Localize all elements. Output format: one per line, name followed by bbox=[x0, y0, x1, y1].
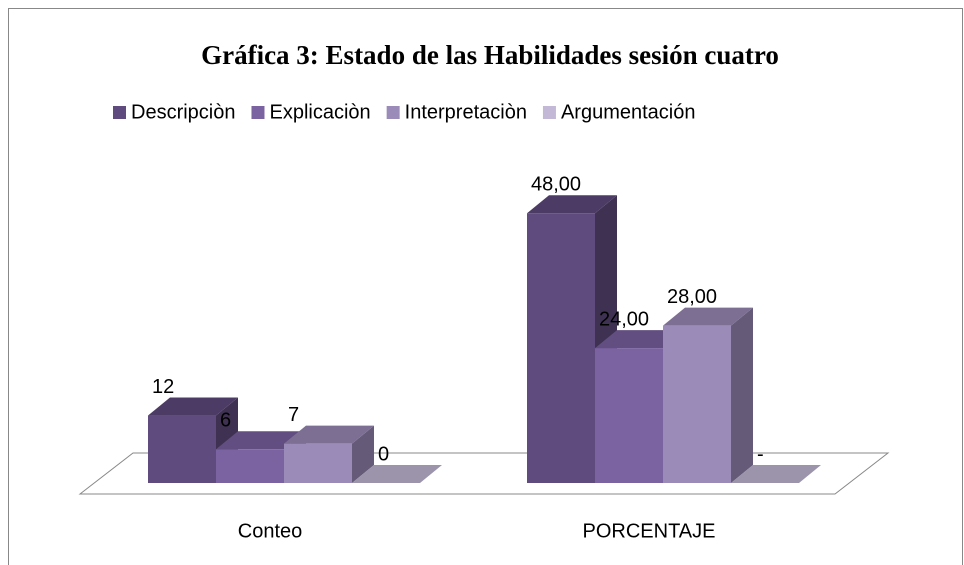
bar-top bbox=[284, 425, 374, 444]
bar bbox=[595, 348, 663, 483]
legend-swatch bbox=[251, 106, 265, 119]
data-label: 7 bbox=[288, 404, 299, 426]
bar-top bbox=[527, 195, 617, 214]
legend-label: Explicaciòn bbox=[269, 101, 370, 123]
data-label: 48,00 bbox=[531, 174, 581, 196]
legend-label: Argumentación bbox=[561, 101, 696, 123]
bar-top bbox=[663, 307, 753, 326]
chart-title: Gráfica 3: Estado de las Habilidades ses… bbox=[201, 40, 779, 70]
bar-top bbox=[595, 330, 685, 349]
bar bbox=[284, 443, 352, 483]
bar-top bbox=[148, 397, 238, 416]
x-tick-label: Conteo bbox=[238, 520, 303, 542]
data-label: 0 bbox=[378, 443, 389, 465]
bar-top bbox=[352, 465, 442, 483]
data-label: 12 bbox=[152, 376, 174, 398]
legend-swatch bbox=[386, 106, 400, 119]
bar bbox=[527, 213, 595, 484]
data-label: - bbox=[757, 443, 764, 465]
bar bbox=[148, 415, 216, 483]
legend-label: Descripciòn bbox=[131, 101, 235, 123]
x-tick-label: PORCENTAJE bbox=[583, 520, 716, 542]
bar-top bbox=[731, 465, 821, 483]
data-label: 28,00 bbox=[667, 286, 717, 308]
bar bbox=[663, 325, 731, 483]
bar-side bbox=[352, 425, 374, 483]
data-label: 24,00 bbox=[599, 308, 649, 330]
data-label: 6 bbox=[220, 410, 231, 432]
legend-swatch bbox=[113, 106, 126, 119]
bar-side bbox=[731, 307, 753, 483]
bar bbox=[216, 449, 284, 483]
bar-top bbox=[216, 431, 306, 450]
legend-swatch bbox=[542, 106, 556, 119]
legend-label: Interpretaciòn bbox=[405, 101, 527, 123]
